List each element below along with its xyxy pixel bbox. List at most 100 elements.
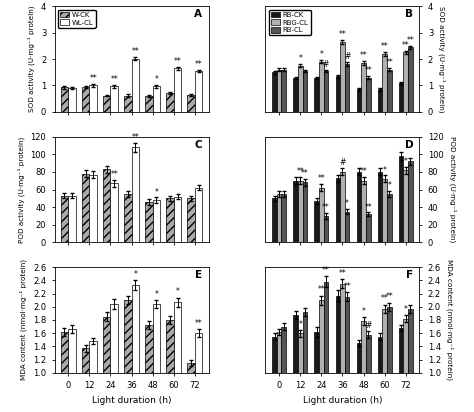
Bar — [132, 147, 139, 242]
Bar — [298, 181, 302, 242]
Bar — [383, 54, 387, 112]
Bar — [340, 172, 345, 242]
Bar — [124, 96, 131, 112]
Bar — [124, 300, 131, 412]
Bar — [319, 300, 324, 412]
Text: **: ** — [322, 266, 330, 275]
Text: *: * — [155, 187, 158, 197]
Text: **: ** — [131, 47, 139, 56]
Bar — [110, 304, 118, 412]
Bar — [166, 198, 174, 242]
X-axis label: Light duration (h): Light duration (h) — [303, 396, 382, 405]
Bar — [319, 188, 324, 242]
Bar — [187, 363, 195, 412]
Text: **: ** — [365, 203, 372, 211]
Bar — [293, 315, 298, 412]
Text: *: * — [298, 320, 302, 329]
Bar — [166, 93, 174, 112]
Bar — [319, 62, 324, 112]
Bar — [61, 196, 68, 242]
Y-axis label: SOD activity (U·mg⁻¹ protein): SOD activity (U·mg⁻¹ protein) — [28, 6, 35, 112]
Bar — [383, 179, 387, 242]
Bar — [383, 309, 387, 412]
Bar — [408, 162, 413, 242]
Y-axis label: MDA content (nmol·mg⁻¹ protein): MDA content (nmol·mg⁻¹ protein) — [20, 260, 27, 381]
Bar — [336, 178, 340, 242]
Bar — [89, 341, 97, 412]
Bar — [408, 309, 413, 412]
Bar — [132, 285, 139, 412]
Bar — [89, 175, 97, 242]
Bar — [340, 42, 345, 112]
Bar — [174, 302, 182, 412]
Bar — [195, 71, 202, 112]
Bar — [366, 335, 371, 412]
Text: #: # — [365, 321, 372, 330]
Bar — [282, 327, 286, 412]
Bar — [103, 169, 110, 242]
Text: *: * — [404, 157, 408, 166]
Bar — [68, 329, 76, 412]
Text: **: ** — [365, 66, 372, 75]
Text: *: * — [155, 290, 158, 299]
Bar — [324, 216, 328, 242]
Y-axis label: MDA content (nmol·mg⁻¹ protein): MDA content (nmol·mg⁻¹ protein) — [446, 260, 454, 381]
Bar — [277, 70, 282, 112]
Bar — [272, 72, 277, 112]
Bar — [336, 295, 340, 412]
Bar — [89, 86, 97, 112]
Text: *: * — [175, 287, 180, 296]
Bar — [361, 321, 366, 412]
Text: **: ** — [296, 167, 304, 176]
Text: **: ** — [318, 285, 325, 294]
Text: **: ** — [381, 42, 389, 51]
Bar — [145, 96, 153, 112]
Text: C: C — [195, 140, 202, 150]
X-axis label: Light duration (h): Light duration (h) — [92, 396, 171, 405]
Bar — [82, 87, 89, 112]
Bar — [153, 86, 160, 112]
Text: **: ** — [173, 57, 182, 66]
Text: **: ** — [195, 319, 202, 328]
Text: **: ** — [110, 75, 118, 84]
Text: E: E — [195, 270, 202, 280]
Bar — [145, 202, 153, 242]
Text: #: # — [344, 52, 350, 61]
Text: **: ** — [381, 295, 389, 304]
Bar — [361, 181, 366, 242]
Bar — [132, 59, 139, 112]
Bar — [387, 307, 392, 412]
Bar — [82, 349, 89, 412]
Bar — [145, 325, 153, 412]
Legend: W-CK, WL-CL: W-CK, WL-CL — [58, 9, 96, 28]
Text: **: ** — [360, 51, 367, 60]
Text: *: * — [383, 166, 387, 175]
Bar — [282, 70, 286, 112]
Bar — [174, 68, 182, 112]
Bar — [82, 174, 89, 242]
Bar — [103, 96, 110, 112]
Bar — [366, 214, 371, 242]
Bar — [298, 66, 302, 112]
Text: **: ** — [338, 269, 346, 278]
Bar — [110, 183, 118, 242]
Text: **: ** — [89, 74, 97, 83]
Bar — [314, 201, 319, 242]
Bar — [153, 304, 160, 412]
Text: **: ** — [195, 60, 202, 68]
Text: *: * — [155, 75, 158, 84]
Text: **: ** — [343, 282, 351, 291]
Bar — [187, 95, 195, 112]
Y-axis label: POD activity (U·mg⁻¹ protein): POD activity (U·mg⁻¹ protein) — [18, 136, 25, 243]
Bar — [302, 71, 307, 112]
Bar — [293, 181, 298, 242]
Text: *: * — [387, 181, 391, 190]
Text: **: ** — [360, 167, 367, 176]
Bar — [61, 332, 68, 412]
Bar — [345, 211, 349, 242]
Bar — [272, 198, 277, 242]
Bar — [356, 172, 361, 242]
Text: **: ** — [385, 58, 393, 67]
Bar — [298, 333, 302, 412]
Text: *: * — [133, 270, 137, 279]
